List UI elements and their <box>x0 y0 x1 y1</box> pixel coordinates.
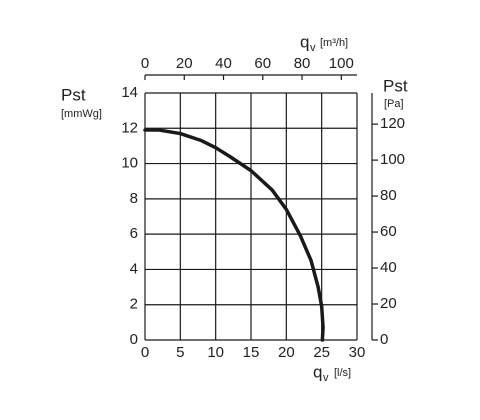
y2-tick-label: 100 <box>380 151 405 168</box>
x-tick-label: 10 <box>207 344 224 361</box>
x-tick-label: 20 <box>278 344 295 361</box>
x2-axis-unit: [m³/h] <box>320 37 348 49</box>
x-tick-label: 25 <box>313 344 330 361</box>
x-tick-label: 30 <box>349 344 366 361</box>
y2-tick-label: 40 <box>380 259 397 276</box>
x-axis-unit: [l/s] <box>334 367 351 379</box>
y-tick-label: 8 <box>130 190 138 207</box>
x-tick-label: 15 <box>243 344 260 361</box>
x-axis-symbol: q <box>313 362 322 381</box>
y2-tick-label: 60 <box>380 223 397 240</box>
x-tick-label: 0 <box>141 344 149 361</box>
x2-tick-label: 60 <box>254 55 271 72</box>
y2-tick-label: 20 <box>380 295 397 312</box>
x-tick-label: 5 <box>176 344 184 361</box>
y2-tick-label: 0 <box>380 331 388 348</box>
x2-axis-subscript: v <box>310 42 316 54</box>
y-tick-label: 12 <box>121 119 138 136</box>
y2-tick-label: 120 <box>380 115 405 132</box>
y2-tick-label: 80 <box>380 187 397 204</box>
y-axis-title: Pst <box>61 85 86 104</box>
x2-tick-label: 80 <box>294 55 311 72</box>
y-tick-label: 4 <box>130 260 138 277</box>
y-tick-label: 14 <box>121 84 138 101</box>
x2-tick-label: 40 <box>215 55 232 72</box>
y-tick-label: 2 <box>130 296 138 313</box>
y2-axis-title: Pst <box>383 76 408 95</box>
y-axis-unit: [mmWg] <box>61 108 102 120</box>
y-tick-label: 10 <box>121 155 138 172</box>
y-tick-label: 0 <box>130 331 138 348</box>
x2-tick-label: 0 <box>141 55 149 72</box>
fan-curve <box>143 128 325 342</box>
x-axis-subscript: v <box>323 372 329 384</box>
x2-tick-label: 100 <box>329 55 354 72</box>
x2-tick-label: 20 <box>176 55 193 72</box>
x2-axis-symbol: q <box>300 32 309 51</box>
y-tick-label: 6 <box>130 225 138 242</box>
y2-axis-unit: [Pa] <box>384 98 404 110</box>
